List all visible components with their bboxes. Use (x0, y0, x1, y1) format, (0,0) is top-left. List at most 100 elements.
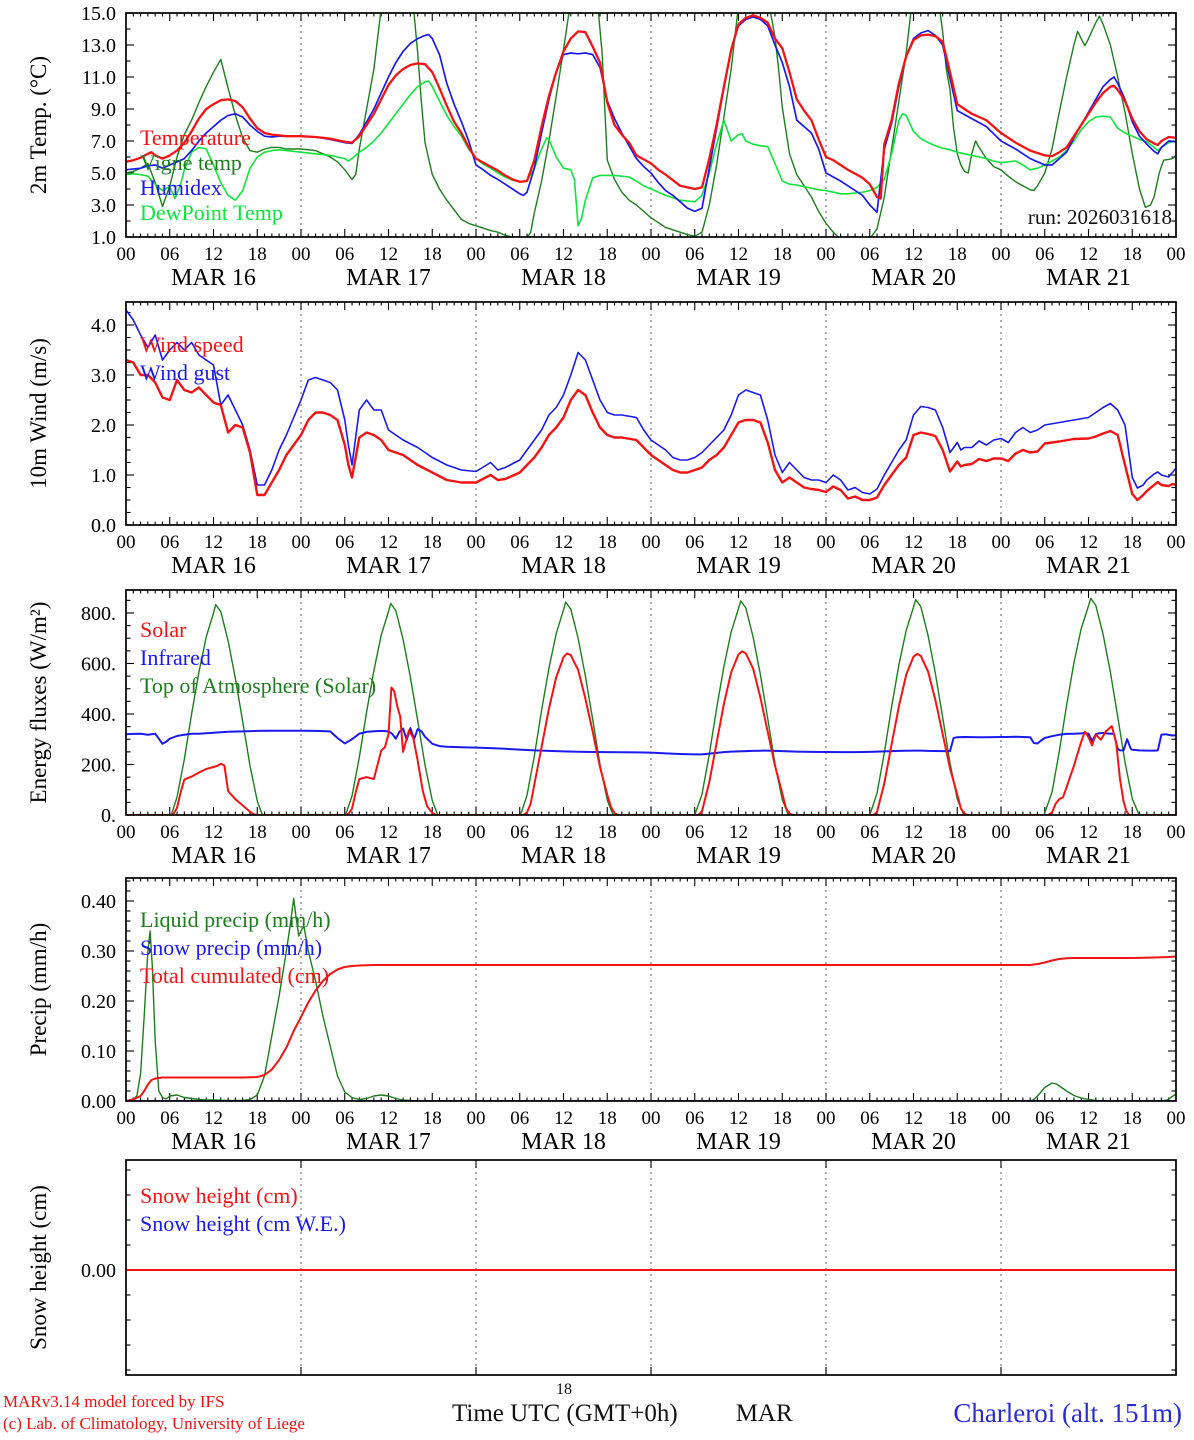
day-label: MAR 17 (346, 553, 431, 579)
x-tick-label: 00 (817, 822, 836, 843)
wind-panel: 0.01.02.03.04.000 06 12 18 00 06 12 18 00 06 12 18 0… (26, 301, 1186, 579)
x-tick-label: 00 (992, 244, 1011, 265)
x-tick-label: 06 (160, 532, 179, 553)
run-label: run: 2026031618 (1027, 205, 1172, 229)
legend-vigne-temp: Vigne temp (140, 150, 242, 175)
x-tick-label: 00 (1167, 532, 1186, 553)
x-tick-label: 12 (379, 822, 398, 843)
series-wind-speed (126, 358, 1176, 502)
y-axis-title: 2m Temp. (°C) (26, 56, 51, 194)
x-tick-label: 12 (904, 822, 923, 843)
x-tick-label: 18 (1123, 244, 1142, 265)
x-tick-labels: 00 06 12 18 00 06 12 18 00 06 12 18 00 06 12 18 00 06 12 18… (117, 244, 1186, 291)
day-label: MAR 19 (696, 1129, 781, 1155)
x-tick-labels: 00 06 12 18 00 06 12 18 00 06 12 18 00 06 12 18 00 06 12 18… (117, 1108, 1186, 1155)
y-tick-label: 2.0 (91, 415, 116, 437)
x-tick-label: 06 (685, 244, 704, 265)
x-tick-label: 18 (948, 822, 967, 843)
x-tick-label: 18 (1123, 532, 1142, 553)
x-tick-label: 06 (860, 822, 879, 843)
x-tick-labels: 00 06 12 18 00 06 12 18 00 06 12 18 00 06 12 18 00 06 12 18… (117, 532, 1186, 579)
day-label: MAR 16 (171, 265, 256, 291)
x-tick-label: 18 (248, 822, 267, 843)
credit-line-2: (c) Lab. of Climatology, University of L… (3, 1414, 305, 1433)
series-lines (126, 13, 1176, 237)
y-tick-label: 15.0 (81, 3, 116, 25)
x-tick-label: 18 (773, 822, 792, 843)
x-tick-label: 00 (642, 244, 661, 265)
x-tick-label: 06 (510, 822, 529, 843)
x-tick-label: 06 (510, 244, 529, 265)
y-tick-label: 9.0 (91, 99, 116, 121)
x-tick-label: 12 (204, 532, 223, 553)
day-label: MAR 19 (696, 843, 781, 869)
day-boundary-lines (300, 1160, 1002, 1375)
x-tick-label: 18 (948, 244, 967, 265)
x-tick-label: 12 (379, 244, 398, 265)
x-tick-label: 06 (685, 1108, 704, 1129)
x-tick-label: 06 (1035, 244, 1054, 265)
legend-top-of-atmosphere-solar: Top of Atmosphere (Solar) (140, 673, 376, 698)
day-boundary-lines (300, 302, 1002, 525)
y-tick-label: 5.0 (91, 163, 116, 185)
legend-wind-speed: Wind speed (140, 332, 244, 357)
legend: Wind speed Wind gust (140, 332, 244, 385)
x-tick-label: 18 (248, 532, 267, 553)
x-tick-label: 18 (423, 244, 442, 265)
series-infrared (126, 727, 1176, 756)
x-tick-label: 18 (423, 822, 442, 843)
day-label: MAR 17 (346, 1129, 431, 1155)
series-total-cumulated (126, 955, 1176, 1101)
series-vigne-temp (126, 13, 1176, 237)
x-tick-label: 00 (817, 1108, 836, 1129)
legend-snow-height-cm: Snow height (cm) (140, 1183, 298, 1208)
y-tick-label: 13.0 (81, 35, 116, 57)
y-tick-label: 1.0 (91, 465, 116, 487)
legend: Snow height (cm) Snow height (cm W.E.) (140, 1183, 346, 1236)
x-tick-label: 18 (598, 532, 617, 553)
x-tick-label: 18 (248, 244, 267, 265)
x-tick-label: 12 (729, 244, 748, 265)
x-tick-label: 18 (423, 1108, 442, 1129)
x-tick-label: 00 (467, 244, 486, 265)
x-tick-label: 06 (860, 244, 879, 265)
x-tick-label: 18 (598, 244, 617, 265)
x-tick-label: 12 (554, 822, 573, 843)
day-label: MAR 18 (521, 265, 606, 291)
legend-liquid-precip-mm-h: Liquid precip (mm/h) (140, 907, 331, 932)
time-axis-caption: Time UTC (GMT+0h) MAR (452, 1400, 793, 1428)
panel-frame (125, 877, 1177, 1102)
day-label: MAR 20 (871, 843, 956, 869)
x-tick-label: 06 (160, 1108, 179, 1129)
x-tick-label: 00 (117, 244, 136, 265)
x-tick-label: 00 (117, 532, 136, 553)
x-tick-label: 12 (554, 532, 573, 553)
day-label: MAR 19 (696, 265, 781, 291)
x-tick-label: 18 (598, 1108, 617, 1129)
x-tick-label: 00 (817, 532, 836, 553)
series-liquid-precip (126, 897, 1176, 1101)
day-label: MAR 18 (521, 843, 606, 869)
x-tick-label: 12 (1079, 244, 1098, 265)
panel-frame (125, 1159, 1177, 1376)
day-label: MAR 20 (871, 1129, 956, 1155)
y-tick-label: 0.00 (81, 1091, 116, 1113)
x-tick-label: 18 (948, 1108, 967, 1129)
x-tick-label: 18 (773, 532, 792, 553)
x-ticks (125, 590, 1177, 815)
legend-snow-height-cm-w-e: Snow height (cm W.E.) (140, 1211, 346, 1236)
x-tick-labels: 00 06 12 18 00 06 12 18 00 06 12 18 00 06 12 18 00 06 12 18… (117, 822, 1186, 869)
x-tick-label: 00 (292, 244, 311, 265)
y-tick-labels: 0.00 0.10 0.20 0.30 0.40 (81, 891, 116, 1113)
x-tick-label: 00 (117, 822, 136, 843)
y-tick-label: 0. (101, 805, 116, 827)
series-solar (126, 650, 1176, 815)
series-lines (126, 309, 1176, 502)
legend-total-cumulated-cm: Total cumulated (cm) (140, 963, 329, 988)
y-tick-label: 600. (81, 653, 116, 675)
x-tick-label: 06 (335, 1108, 354, 1129)
legend-snow-precip-mm-h: Snow precip (mm/h) (140, 935, 322, 960)
series-dewpoint-temp (126, 80, 1176, 227)
day-boundary-lines (300, 590, 1002, 815)
x-tick-label: 00 (992, 1108, 1011, 1129)
